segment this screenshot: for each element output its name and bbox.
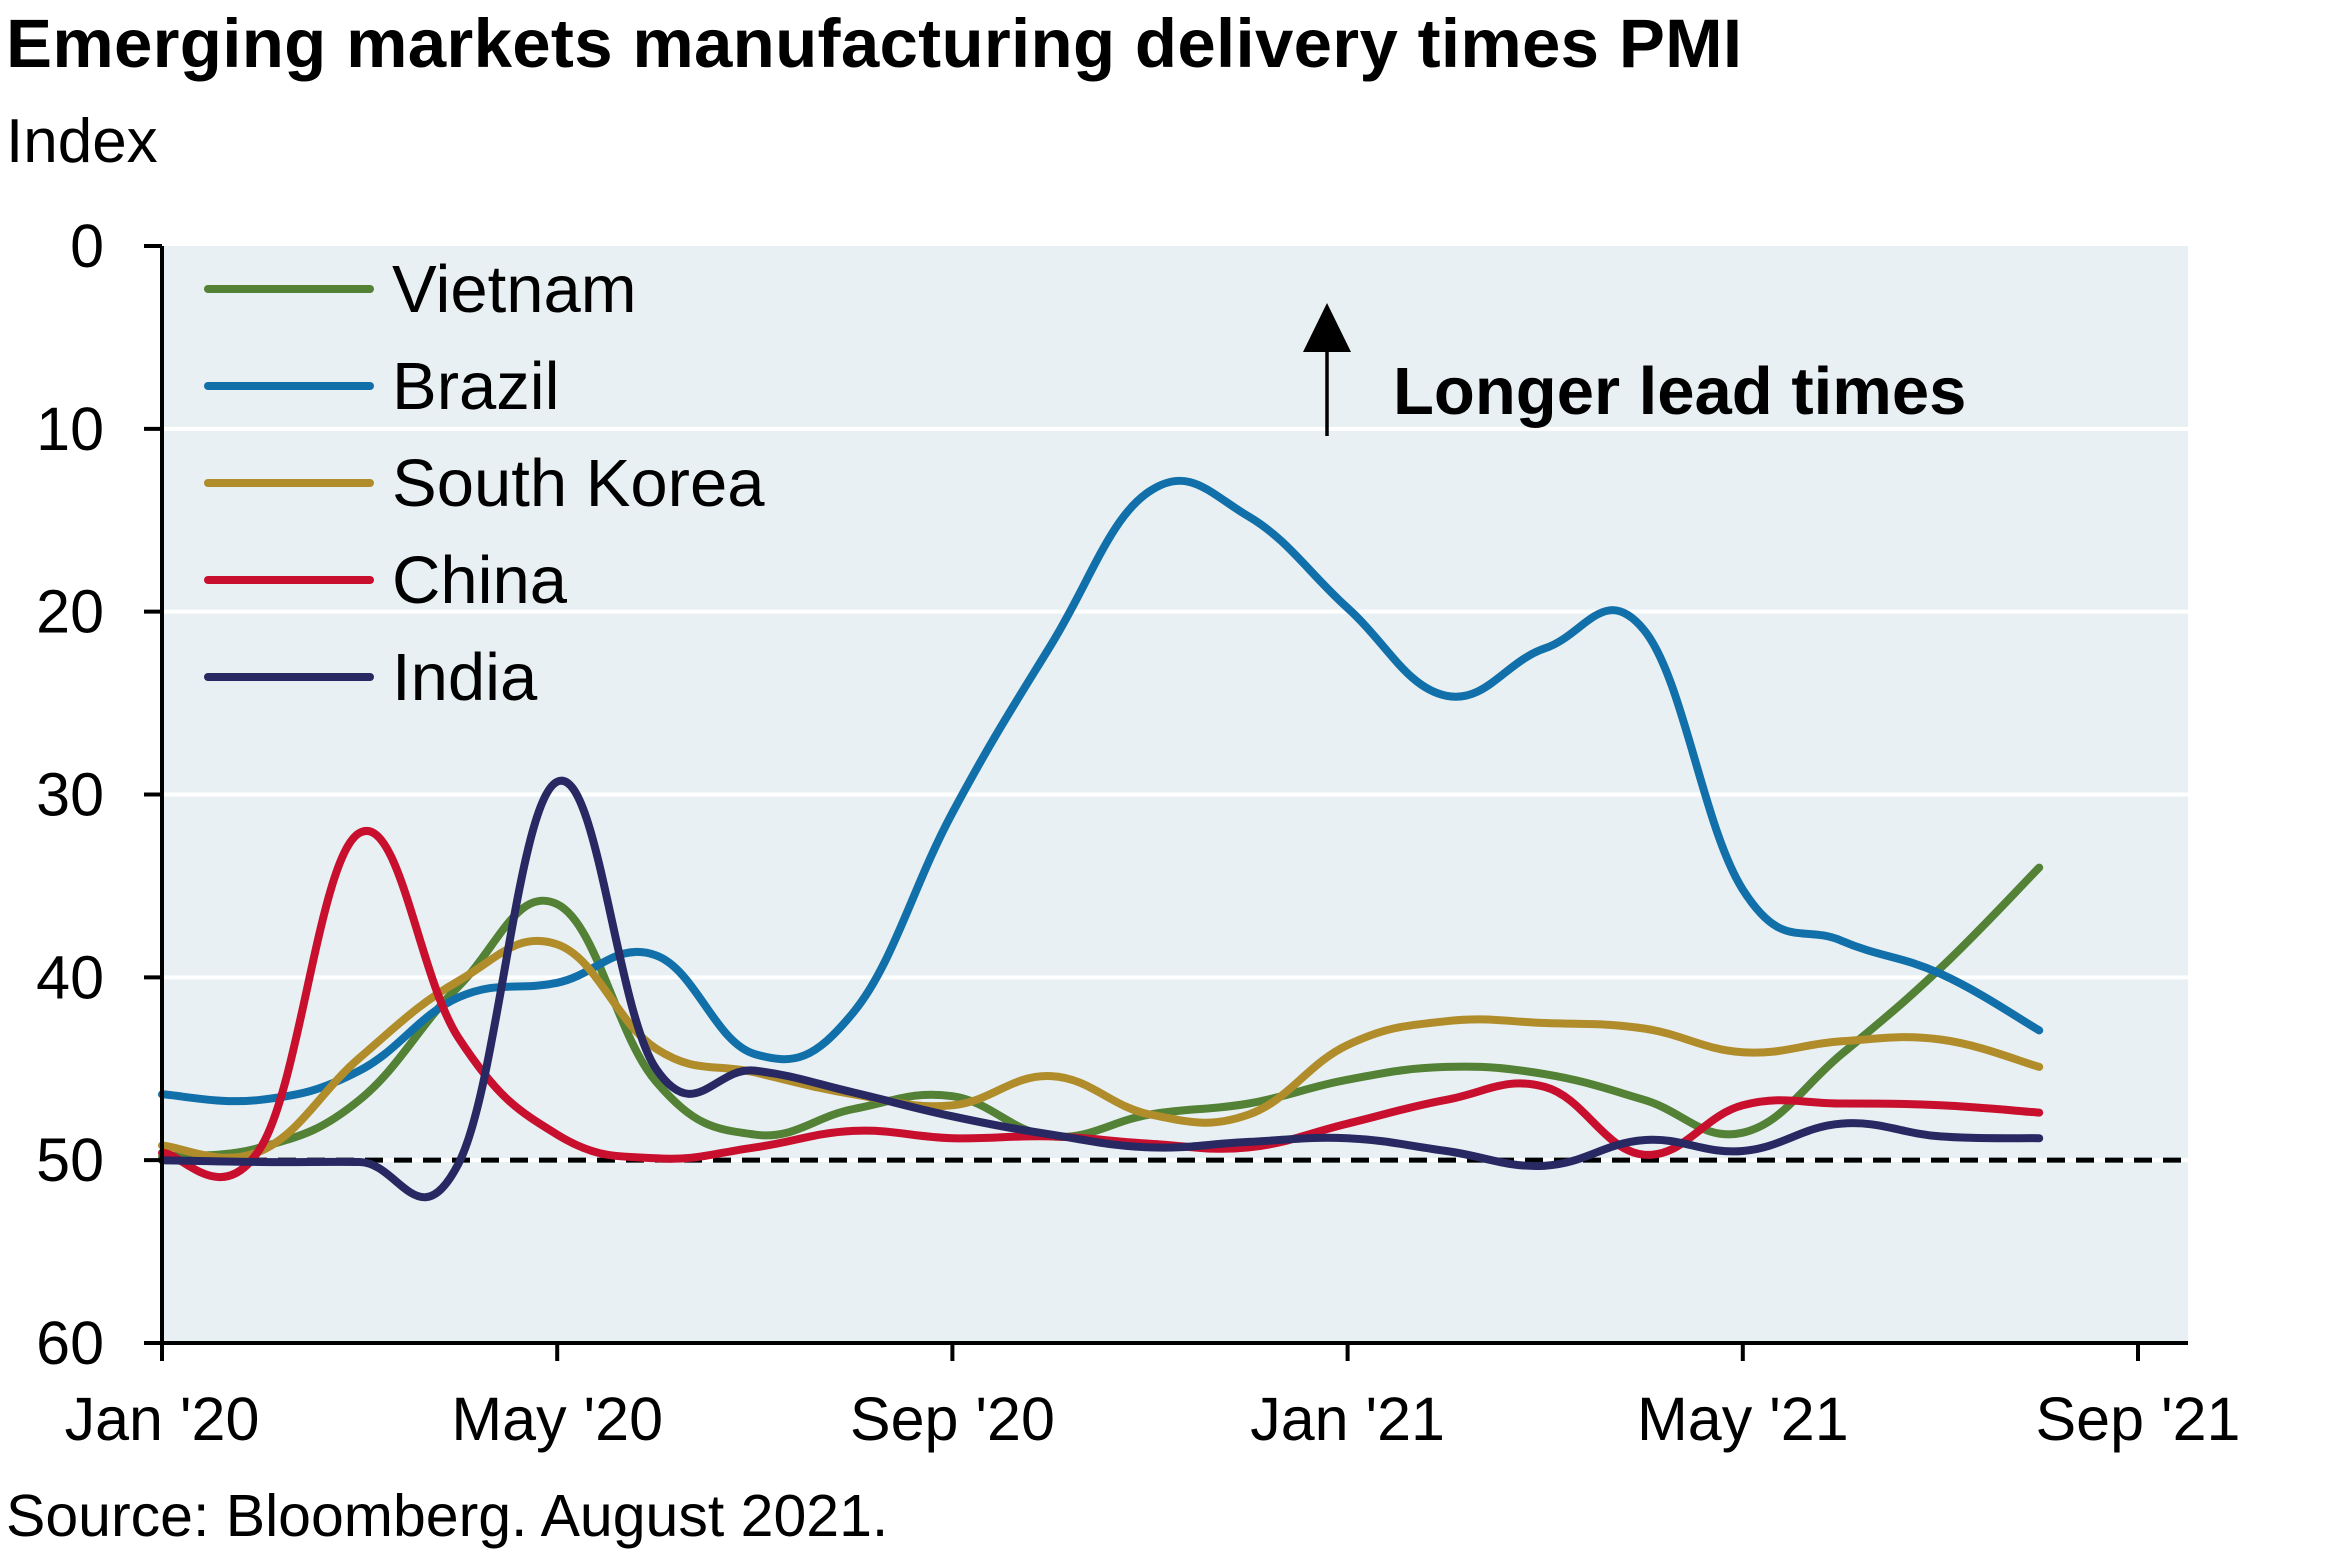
chart-subtitle: Index <box>6 107 158 176</box>
x-tick-label: Jan '20 <box>65 1385 260 1453</box>
x-tick-label: Sep '20 <box>850 1385 1055 1453</box>
source-note: Source: Bloomberg. August 2021. <box>6 1483 889 1549</box>
y-tick-label: 40 <box>36 943 104 1011</box>
series-line-china <box>158 827 2044 1181</box>
legend: Vietnam Brazil South Korea China India <box>204 252 765 715</box>
y-tick-label: 20 <box>36 578 104 646</box>
annotation: Longer lead times <box>1303 303 1966 436</box>
series-group <box>158 476 2044 1202</box>
y-tick-label: 30 <box>36 761 104 829</box>
chart-title: Emerging markets manufacturing delivery … <box>6 5 1743 82</box>
legend-label-brazil: Brazil <box>392 349 560 424</box>
legend-label-china: China <box>392 543 568 618</box>
x-tick-label: Sep '21 <box>2036 1385 2241 1453</box>
y-tick-label: 0 <box>70 212 104 280</box>
legend-label-india: India <box>392 640 538 715</box>
legend-label-south-korea: South Korea <box>392 446 765 521</box>
annotation-text: Longer lead times <box>1393 354 1966 429</box>
legend-label-vietnam: Vietnam <box>392 252 637 327</box>
y-tick-label: 60 <box>36 1309 104 1377</box>
x-tick-label: May '20 <box>451 1385 663 1453</box>
series-line-south-korea <box>158 936 2044 1162</box>
y-tick-label: 10 <box>36 395 104 463</box>
x-tick-label: Jan '21 <box>1250 1385 1445 1453</box>
annotation-arrow-icon <box>1303 303 1351 352</box>
axes: 0 10 20 30 40 50 60 Jan '20 May '20 Sep '20 Jan '2… <box>36 212 2240 1453</box>
x-tick-label: May '21 <box>1637 1385 1849 1453</box>
series-line-india <box>158 776 2044 1202</box>
y-tick-label: 50 <box>36 1126 104 1194</box>
